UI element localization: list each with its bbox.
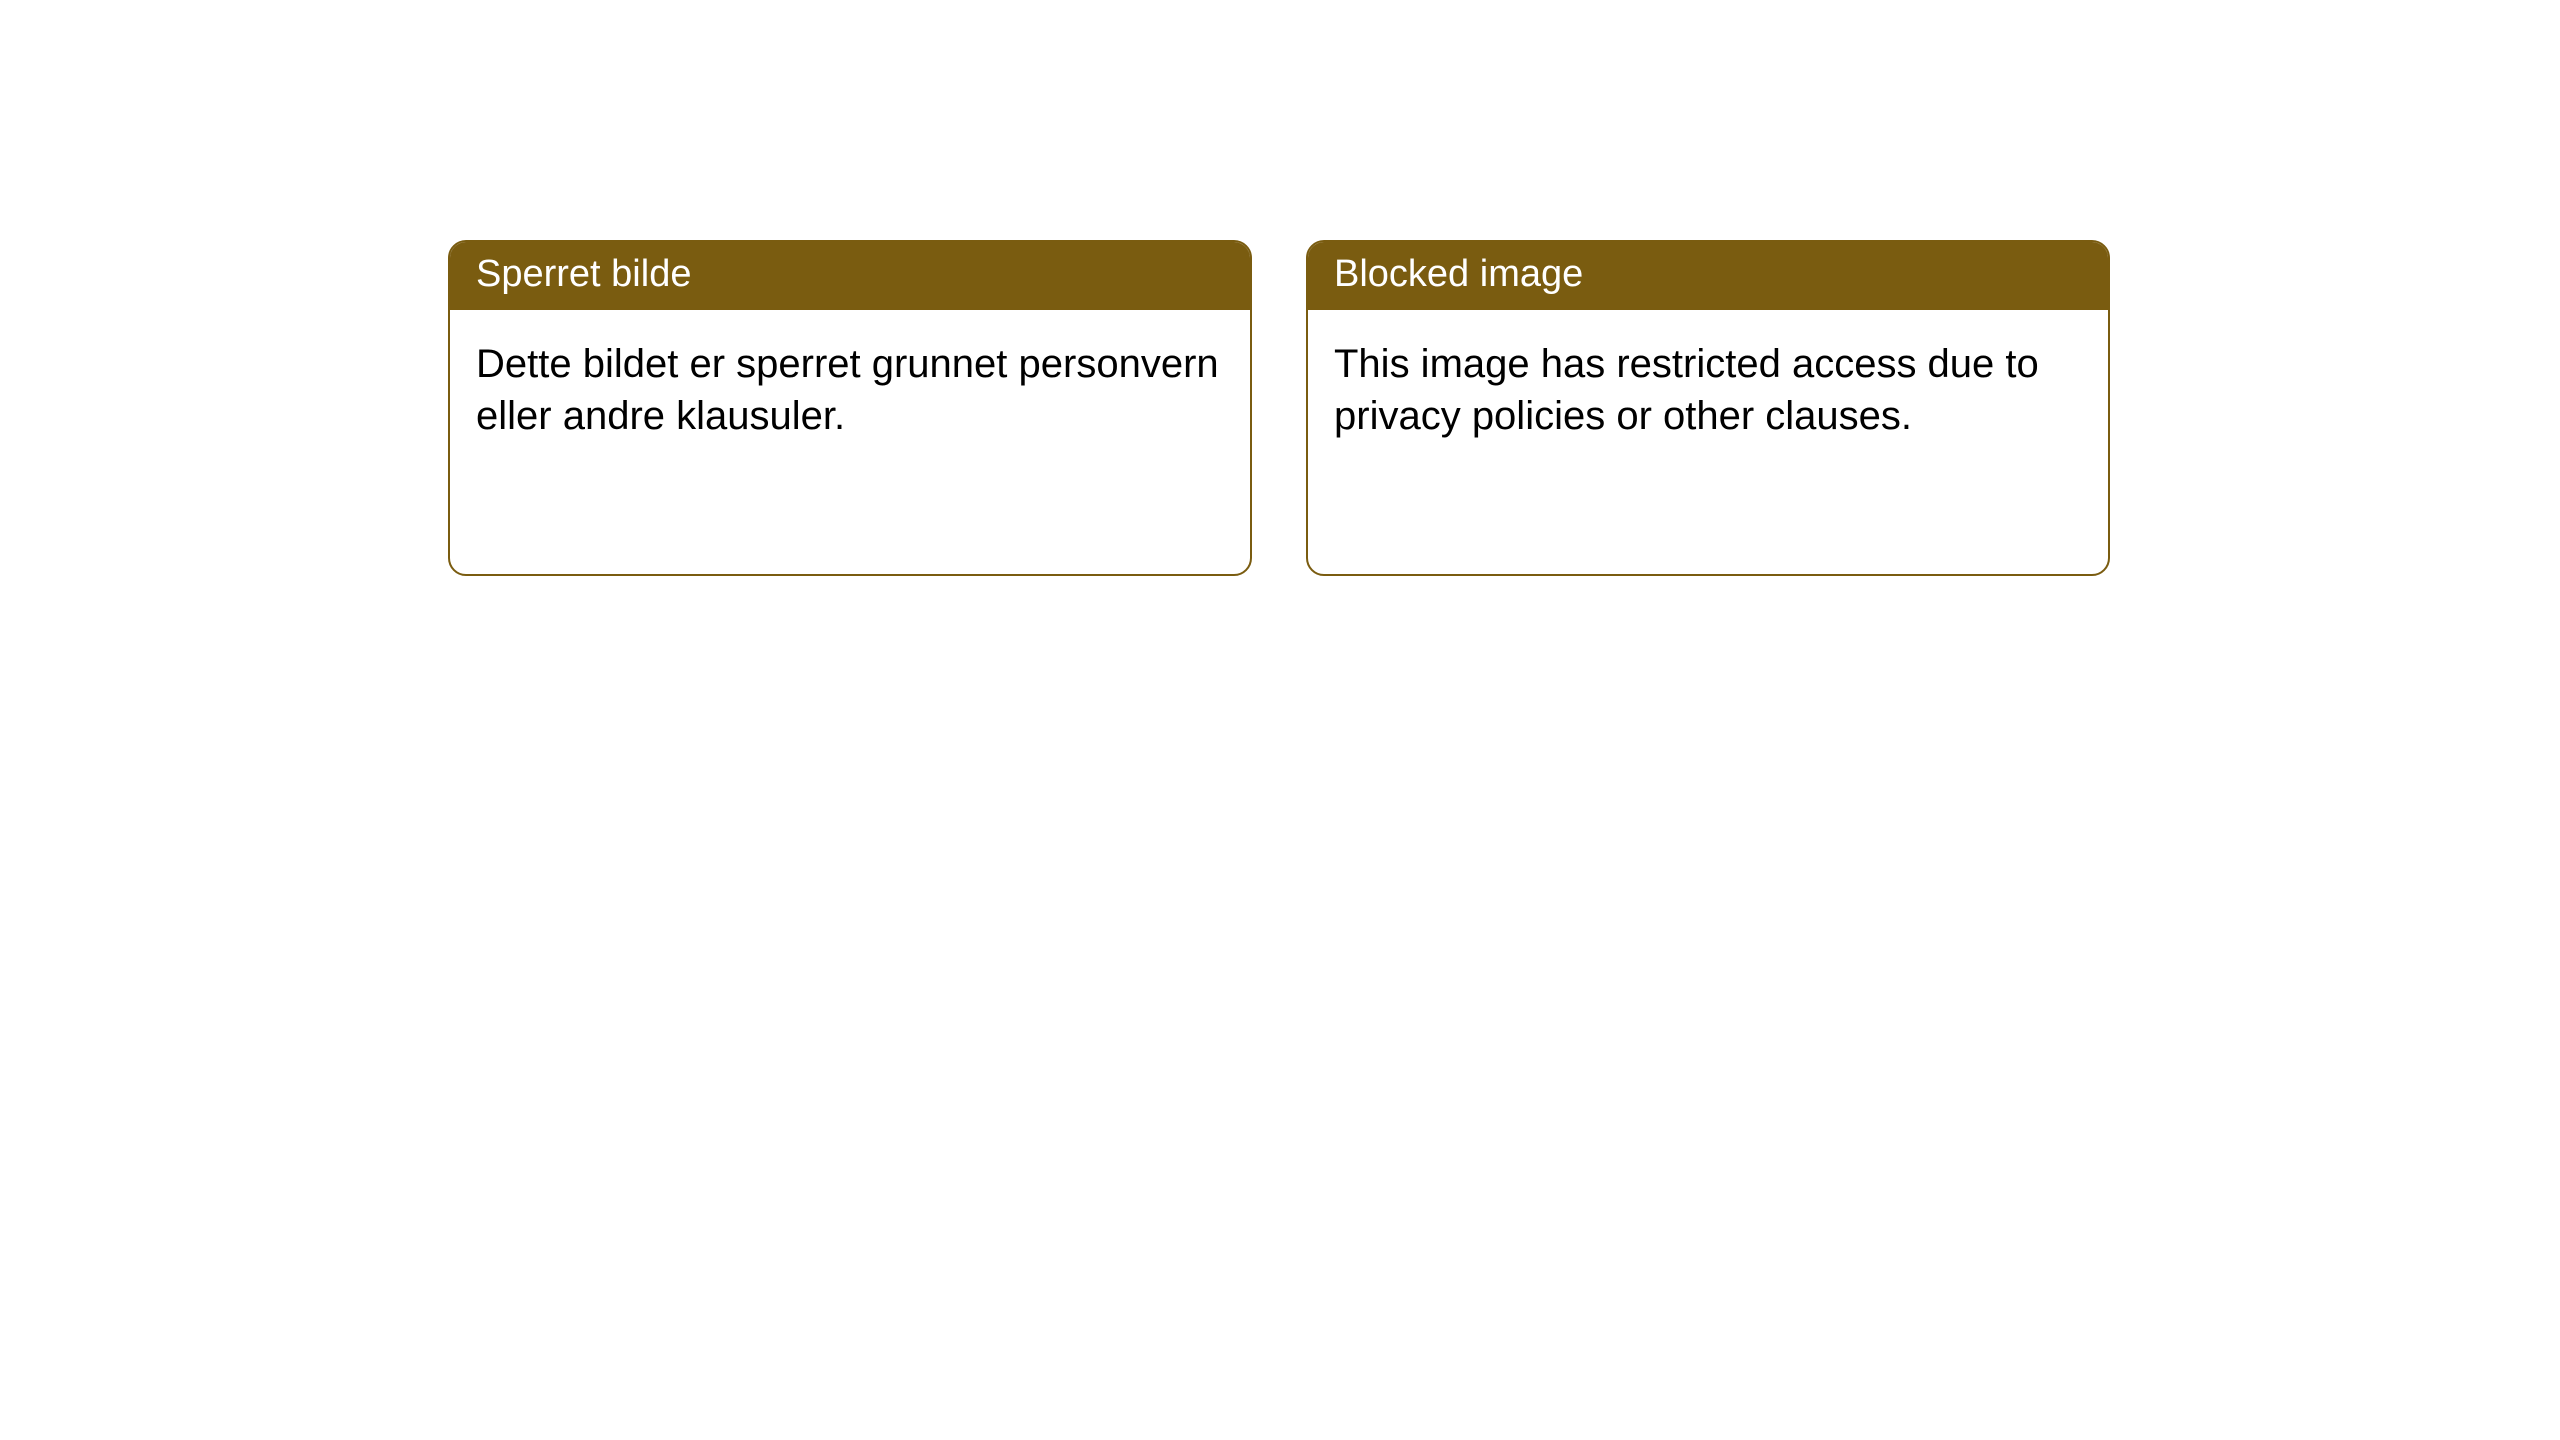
notice-body: Dette bildet er sperret grunnet personve…: [450, 310, 1250, 470]
notice-card-norwegian: Sperret bilde Dette bildet er sperret gr…: [448, 240, 1252, 576]
notice-header: Blocked image: [1308, 242, 2108, 310]
notice-body: This image has restricted access due to …: [1308, 310, 2108, 470]
notice-card-english: Blocked image This image has restricted …: [1306, 240, 2110, 576]
notice-container: Sperret bilde Dette bildet er sperret gr…: [448, 240, 2110, 576]
notice-header: Sperret bilde: [450, 242, 1250, 310]
